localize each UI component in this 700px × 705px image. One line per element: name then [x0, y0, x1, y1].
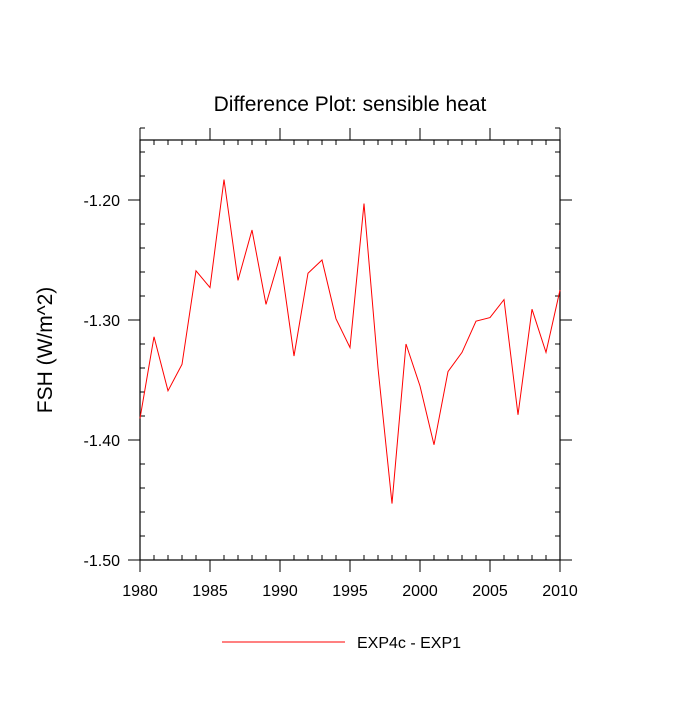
x-tick-label: 2005: [472, 583, 508, 600]
y-tick-label: -1.40: [84, 433, 121, 450]
y-tick-label: -1.20: [84, 193, 121, 210]
axis-ticks: [128, 127, 572, 572]
axis-tick-labels: 1980 1985 1990 1995 2000 2005 2010 -1.20 -1.30 -1…: [84, 193, 578, 600]
chart-title: Difference Plot: sensible heat: [214, 93, 487, 116]
legend: EXP4c - EXP1: [222, 635, 461, 652]
x-tick-label: 2010: [542, 583, 578, 600]
x-tick-label: 1985: [192, 583, 228, 600]
series-layer: [139, 179, 561, 504]
x-tick-label: 1990: [262, 583, 298, 600]
legend-label: EXP4c - EXP1: [357, 635, 461, 652]
x-tick-label: 2000: [402, 583, 438, 600]
y-axis-label: FSH (W/m^2): [34, 287, 57, 414]
series-line-0: [139, 179, 561, 504]
y-tick-label: -1.50: [84, 553, 121, 570]
x-tick-label: 1995: [332, 583, 368, 600]
y-tick-label: -1.30: [84, 313, 121, 330]
x-tick-label: 1980: [122, 583, 158, 600]
plot-frame: [139, 139, 561, 561]
